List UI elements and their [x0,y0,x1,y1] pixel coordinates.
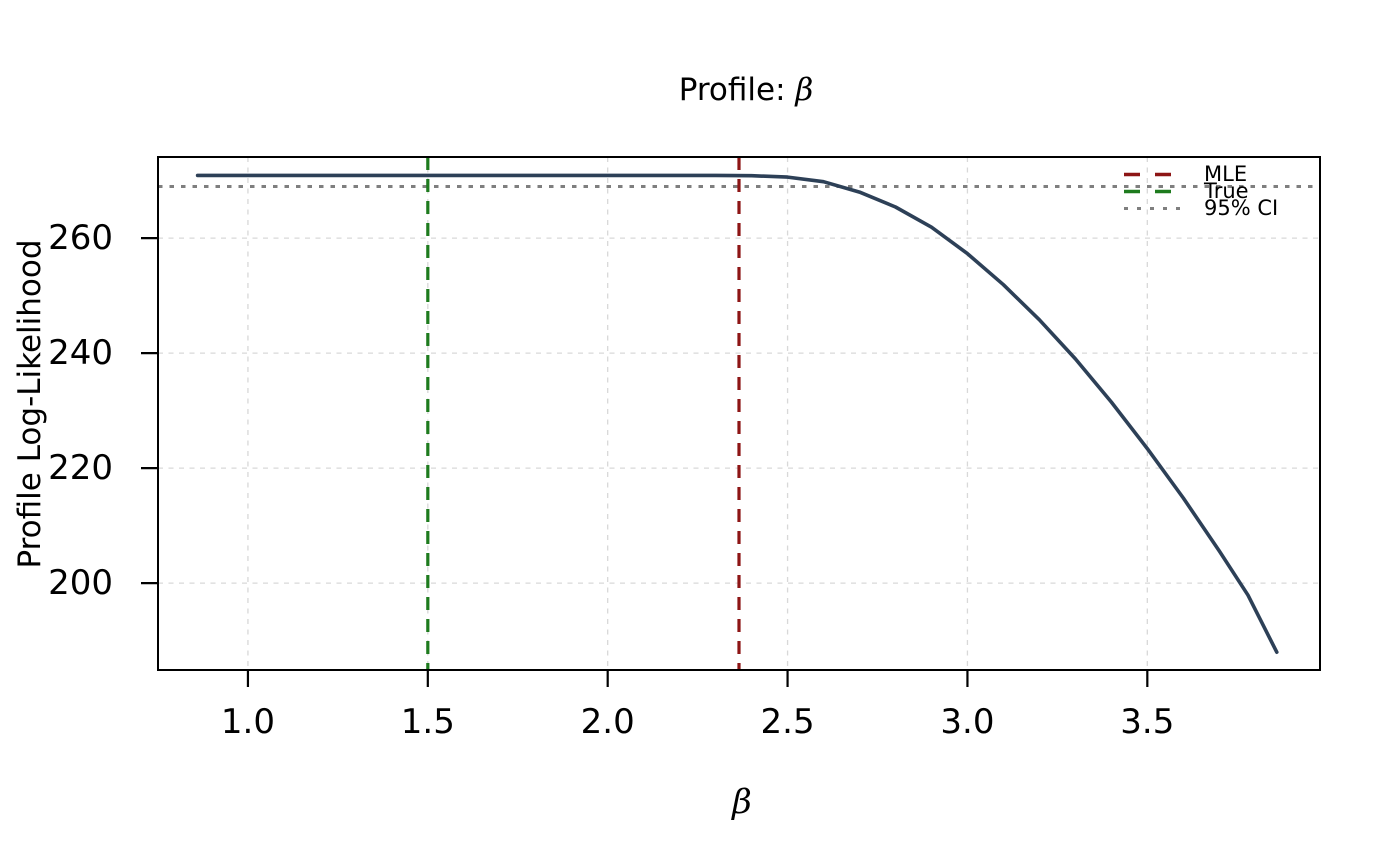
x-tick-label: 1.5 [400,702,455,742]
x-tick-label: 3.0 [940,702,995,742]
legend-label: MLE [1204,162,1248,186]
y-tick-label: 200 [48,563,113,604]
x-tick-label: 2.5 [760,702,815,742]
profile-curve [195,173,1279,654]
y-tick-label: 240 [48,333,113,374]
plot-border [157,156,1321,671]
mle-line-sample-icon [1124,166,1180,183]
y-axis-label: Profile Log-Likelihood [12,239,48,569]
x-tick-label: 2.0 [580,702,635,742]
legend-entry-ci: 95% CI [1124,196,1279,220]
x-tick-label: 1.0 [220,702,275,742]
ci-line-sample-icon [1124,200,1180,217]
legend-label: 95% CI [1204,196,1279,220]
x-tick-label: 3.5 [1120,702,1175,742]
true-line-sample-icon [1124,183,1180,200]
legend-entry-mle: MLE [1124,162,1278,186]
x-axis-label: β [732,782,752,822]
legend-entry-true: True [1124,179,1278,203]
y-tick-label: 220 [48,448,113,489]
legend-label: True [1204,179,1249,203]
chart-title: Profile: β [678,72,814,108]
legend: MLE True 95% CI [1124,162,1279,220]
y-tick-label: 260 [48,218,113,259]
beta-symbol: β [795,72,814,108]
